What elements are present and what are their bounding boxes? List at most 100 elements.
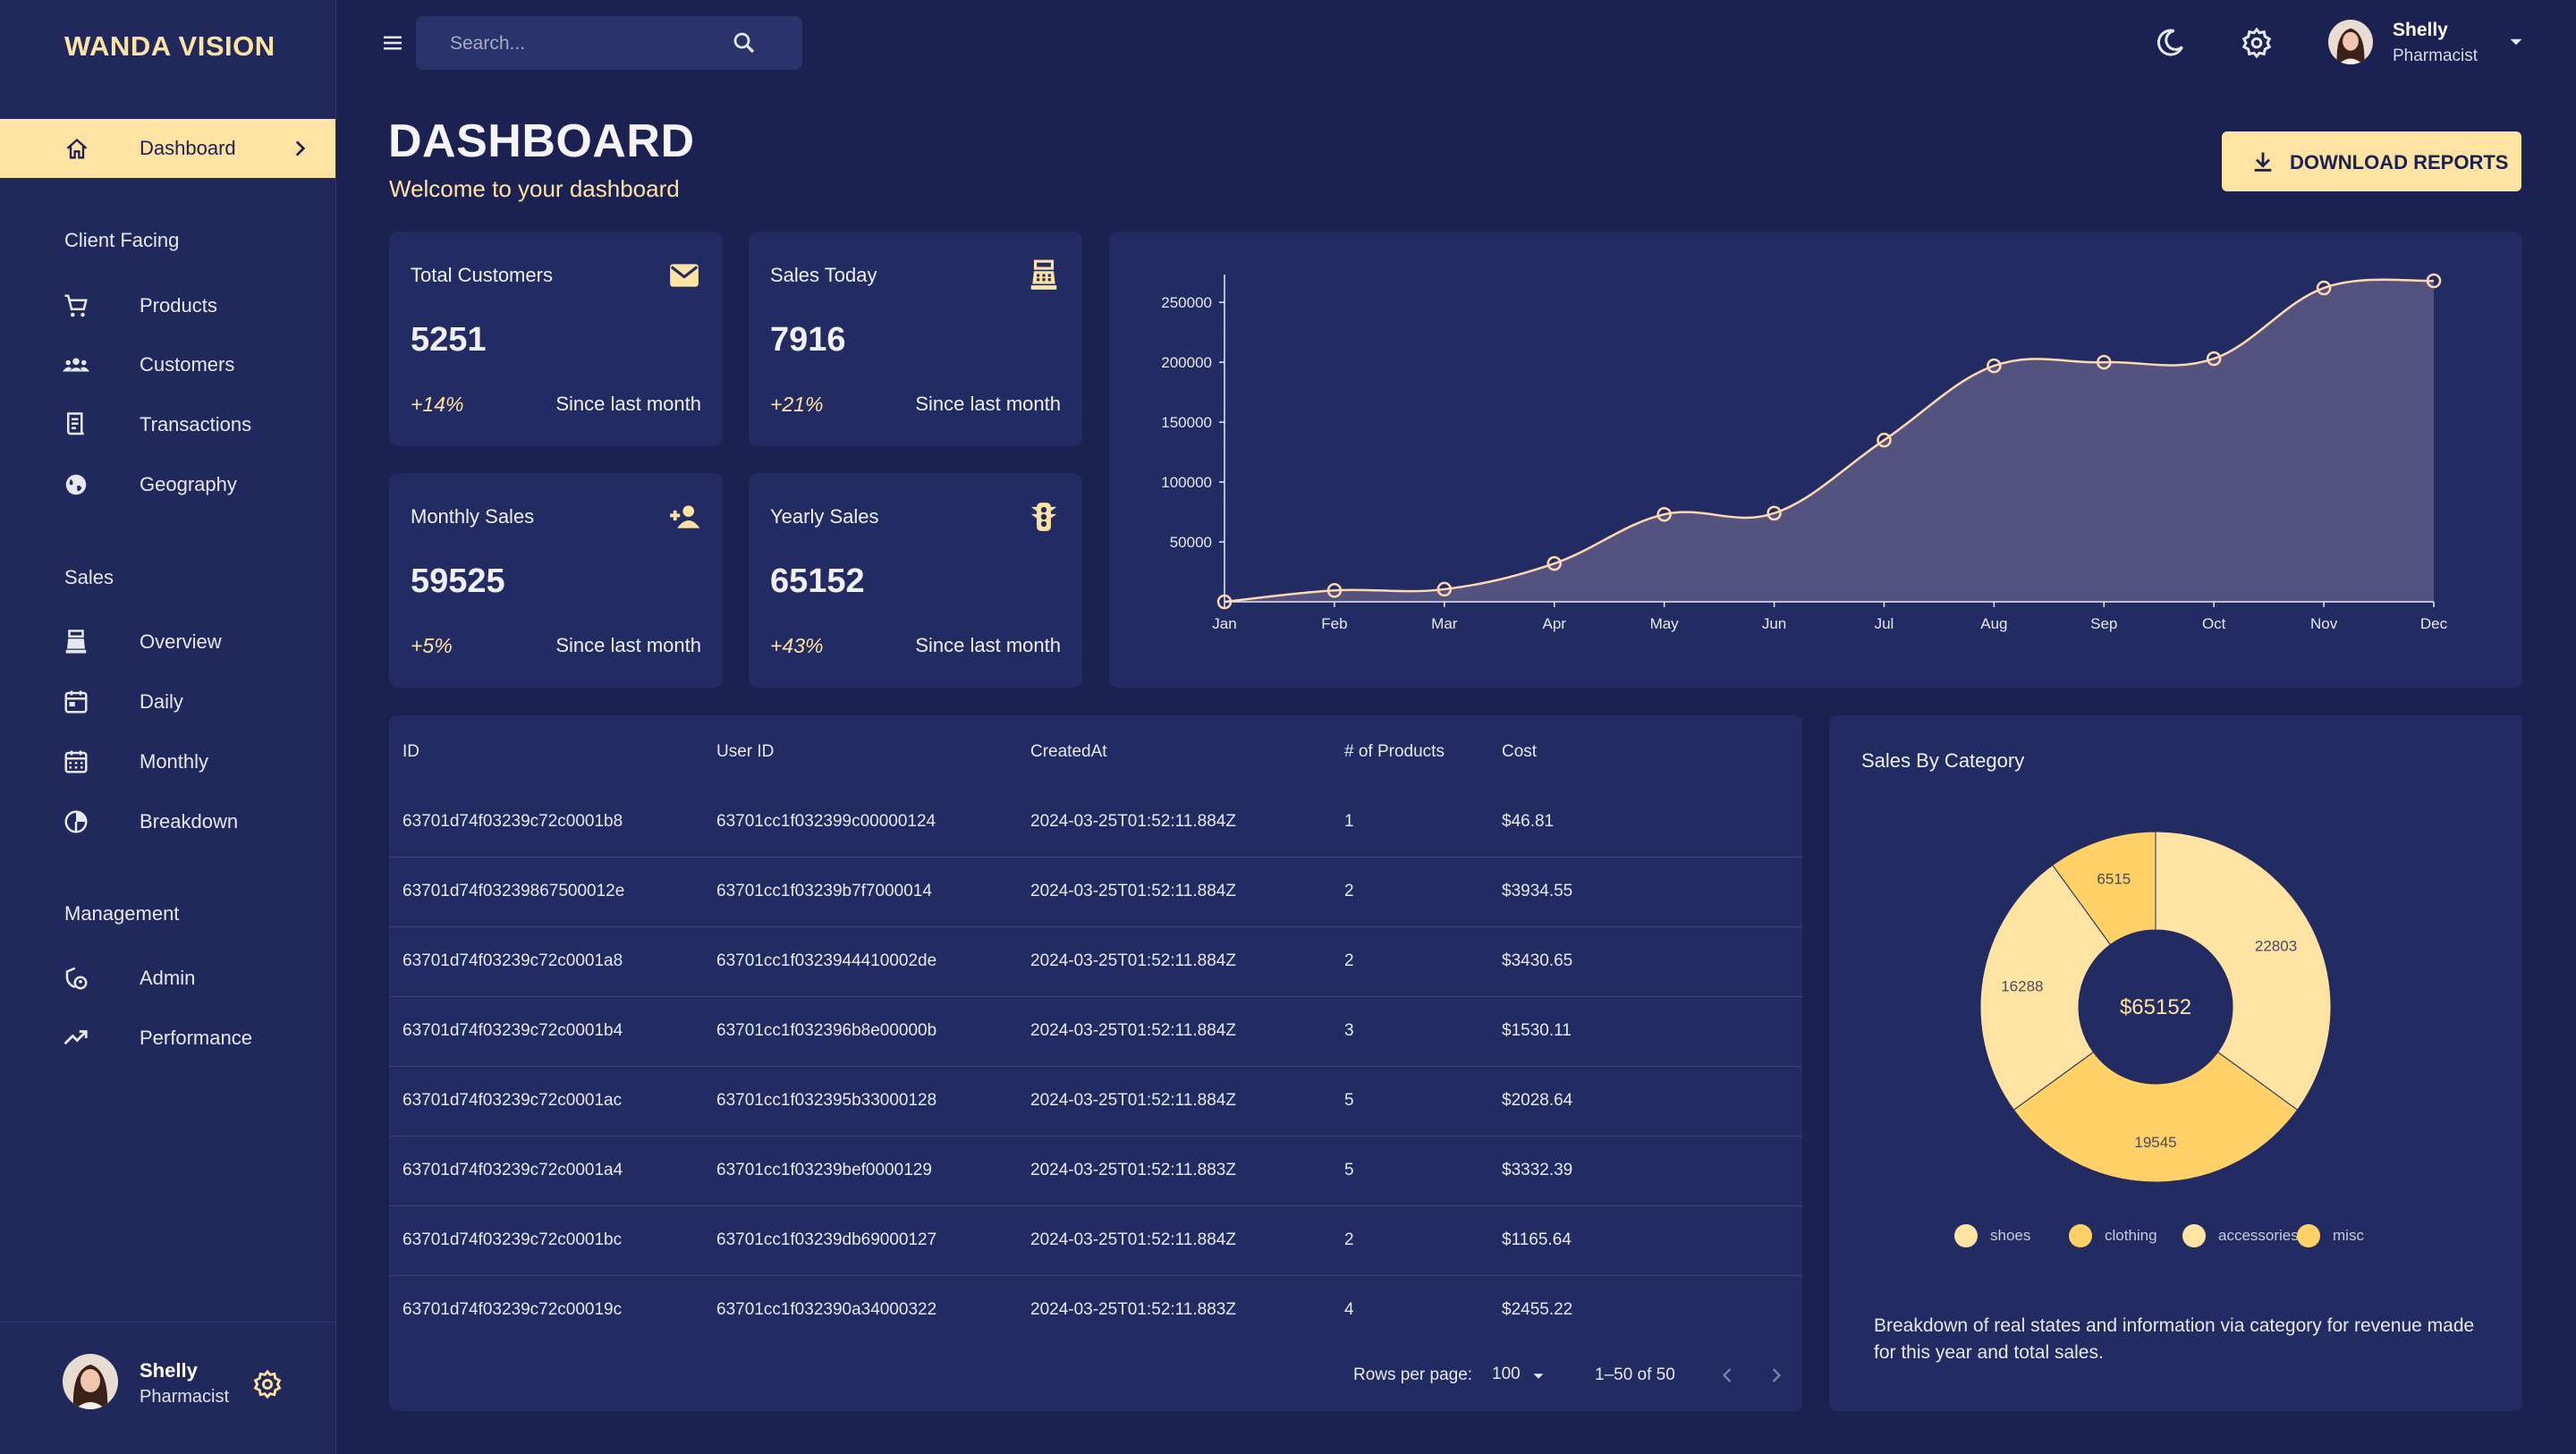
sidebar-item-geography[interactable]: Geography [0, 454, 335, 513]
download-reports-button[interactable]: DOWNLOAD REPORTS [2222, 131, 2521, 191]
pie-description: Breakdown of real states and information… [1874, 1315, 2475, 1363]
chart-point [1216, 594, 1233, 610]
chart-area-fill [1224, 279, 2434, 602]
gear-icon[interactable] [252, 1369, 283, 1399]
sidebar-item-performance[interactable]: Performance [0, 1008, 335, 1067]
sidebar-divider [0, 1322, 335, 1323]
column-header-products[interactable]: # of Products [1344, 742, 1445, 761]
next-page-icon[interactable] [1764, 1363, 1789, 1388]
table-cell: $3934.55 [1502, 882, 1573, 900]
menu-icon[interactable] [379, 30, 406, 56]
sidebar-item-monthly[interactable]: Monthly [0, 731, 335, 790]
table-row[interactable]: 63701d74f03239c72c0001bc 63701cc1f03239db… [389, 1205, 1802, 1276]
table-row[interactable]: 63701d74f03239c72c0001a8 63701cc1f0323944… [389, 926, 1802, 997]
stat-since: Since last month [555, 634, 701, 656]
table-cell: 2024-03-25T01:52:11.883Z [1030, 1161, 1236, 1179]
sidebar-item-dashboard[interactable]: Dashboard [0, 119, 335, 178]
sales-line-chart-card: 50000 100000 150000 200000 250000 Jan Feb Mar Ap… [1109, 232, 2522, 688]
sidebar: WANDA VISION Dashboard Client Facing Pro… [0, 0, 336, 1454]
table-cell: 63701d74f03239c72c0001bc [402, 1230, 623, 1249]
caret-down-icon[interactable] [2504, 30, 2528, 54]
x-tick-label: Nov [2310, 615, 2338, 632]
sidebar-section-client-facing: Client Facing [64, 229, 180, 251]
x-tick-label: Aug [1980, 615, 2007, 632]
sidebar-item-label: Geography [140, 473, 237, 495]
groups-icon [63, 358, 89, 372]
table-cell: $3332.39 [1502, 1161, 1573, 1179]
sidebar-item-transactions[interactable]: Transactions [0, 394, 335, 453]
sidebar-item-admin[interactable]: Admin [0, 948, 335, 1007]
table-cell: 1 [1344, 812, 1354, 831]
column-header-cost[interactable]: Cost [1502, 742, 1538, 761]
sidebar-item-breakdown[interactable]: Breakdown [0, 791, 335, 850]
table-cell: $2028.64 [1502, 1091, 1573, 1110]
previous-page-icon[interactable] [1715, 1363, 1740, 1388]
x-tick-label: Jul [1875, 615, 1894, 632]
avatar[interactable] [2328, 20, 2373, 64]
table-cell: 63701cc1f032399c00000124 [716, 812, 936, 831]
sidebar-item-label: Daily [140, 690, 183, 713]
chevron-right-icon [295, 140, 306, 156]
sidebar-item-overview[interactable]: Overview [0, 612, 335, 671]
chart-point [1987, 358, 2002, 374]
table-row[interactable]: 63701d74f03239867500012e 63701cc1f03239b7… [389, 857, 1802, 927]
search-icon[interactable] [731, 30, 758, 56]
x-tick-label: Mar [1431, 615, 1458, 632]
traffic-icon [1030, 503, 1057, 531]
legend-label: misc [2333, 1227, 2364, 1244]
table-row[interactable]: 63701d74f03239c72c00019c 63701cc1f032390a… [389, 1275, 1802, 1345]
chart-point [1877, 432, 1892, 448]
stat-value: 65152 [770, 562, 865, 600]
sidebar-item-label: Customers [140, 353, 235, 376]
legend-label: accessories [2218, 1227, 2299, 1244]
caret-down-icon[interactable] [1529, 1366, 1548, 1386]
sidebar-item-products[interactable]: Products [0, 275, 335, 334]
table-row[interactable]: 63701d74f03239c72c0001a4 63701cc1f03239be… [389, 1136, 1802, 1206]
y-tick-label: 50000 [1170, 534, 1212, 551]
user-name[interactable]: Shelly [2393, 20, 2448, 40]
rows-per-page-select[interactable]: 100 [1492, 1365, 1521, 1383]
table-cell: 63701d74f03239c72c0001ac [402, 1091, 623, 1110]
stat-change: +21% [770, 393, 824, 416]
table-row[interactable]: 63701d74f03239c72c0001b8 63701cc1f032399c… [389, 787, 1802, 858]
column-header-created-at[interactable]: CreatedAt [1030, 742, 1107, 761]
calendar-today-icon [64, 690, 88, 714]
y-tick-label: 200000 [1161, 354, 1212, 371]
brand-logo[interactable]: WANDA VISION [64, 30, 275, 62]
chart-series-line [1224, 278, 2435, 604]
column-header-user-id[interactable]: User ID [716, 742, 775, 761]
rows-per-page-label: Rows per page: [1353, 1365, 1473, 1384]
settings-icon[interactable] [2241, 27, 2273, 59]
dark-mode-icon[interactable] [2154, 27, 2186, 59]
sidebar-item-daily[interactable]: Daily [0, 672, 335, 731]
sidebar-item-label: Performance [140, 1027, 252, 1049]
table-cell: 63701d74f03239c72c0001b4 [402, 1021, 623, 1040]
admin-icon [65, 967, 88, 990]
legend-label: shoes [1990, 1227, 2031, 1244]
table-cell: 63701d74f03239c72c0001a8 [402, 951, 623, 970]
x-tick-label: May [1650, 615, 1680, 632]
table-row[interactable]: 63701d74f03239c72c0001ac 63701cc1f032395b… [389, 1066, 1802, 1137]
sidebar-item-customers[interactable]: Customers [0, 334, 335, 393]
stat-card-monthly-sales: Monthly Sales 59525 +5% Since last month [389, 473, 723, 688]
legend-dot [1954, 1224, 1978, 1247]
y-tick-label: 150000 [1161, 414, 1212, 431]
sidebar-item-label: Dashboard [140, 137, 236, 159]
table-row[interactable]: 63701d74f03239c72c0001b4 63701cc1f032396b… [389, 996, 1802, 1067]
sales-by-category-card: Sales By Category 22803 19545 16288 6515 $65… [1829, 715, 2522, 1411]
sales-line-chart: 50000 100000 150000 200000 250000 Jan Feb Mar Ap… [1161, 273, 2448, 632]
avatar[interactable] [63, 1354, 118, 1409]
email-icon [670, 264, 699, 287]
x-tick-label: Jan [1212, 615, 1236, 632]
globe-icon [65, 474, 87, 495]
point-of-sale-icon [65, 630, 87, 654]
sidebar-item-label: Admin [140, 967, 196, 989]
legend-dot [2297, 1224, 2320, 1247]
stat-card-sales-today: Sales Today 7916 +21% Since last month [749, 232, 1082, 446]
stat-card-total-customers: Total Customers 5251 +14% Since last mon… [389, 232, 723, 446]
pie-slice-label: 19545 [2134, 1134, 2176, 1151]
stat-title: Yearly Sales [770, 505, 879, 528]
search-input[interactable] [448, 16, 720, 72]
legend-dot [2069, 1224, 2092, 1247]
column-header-id[interactable]: ID [402, 742, 419, 761]
